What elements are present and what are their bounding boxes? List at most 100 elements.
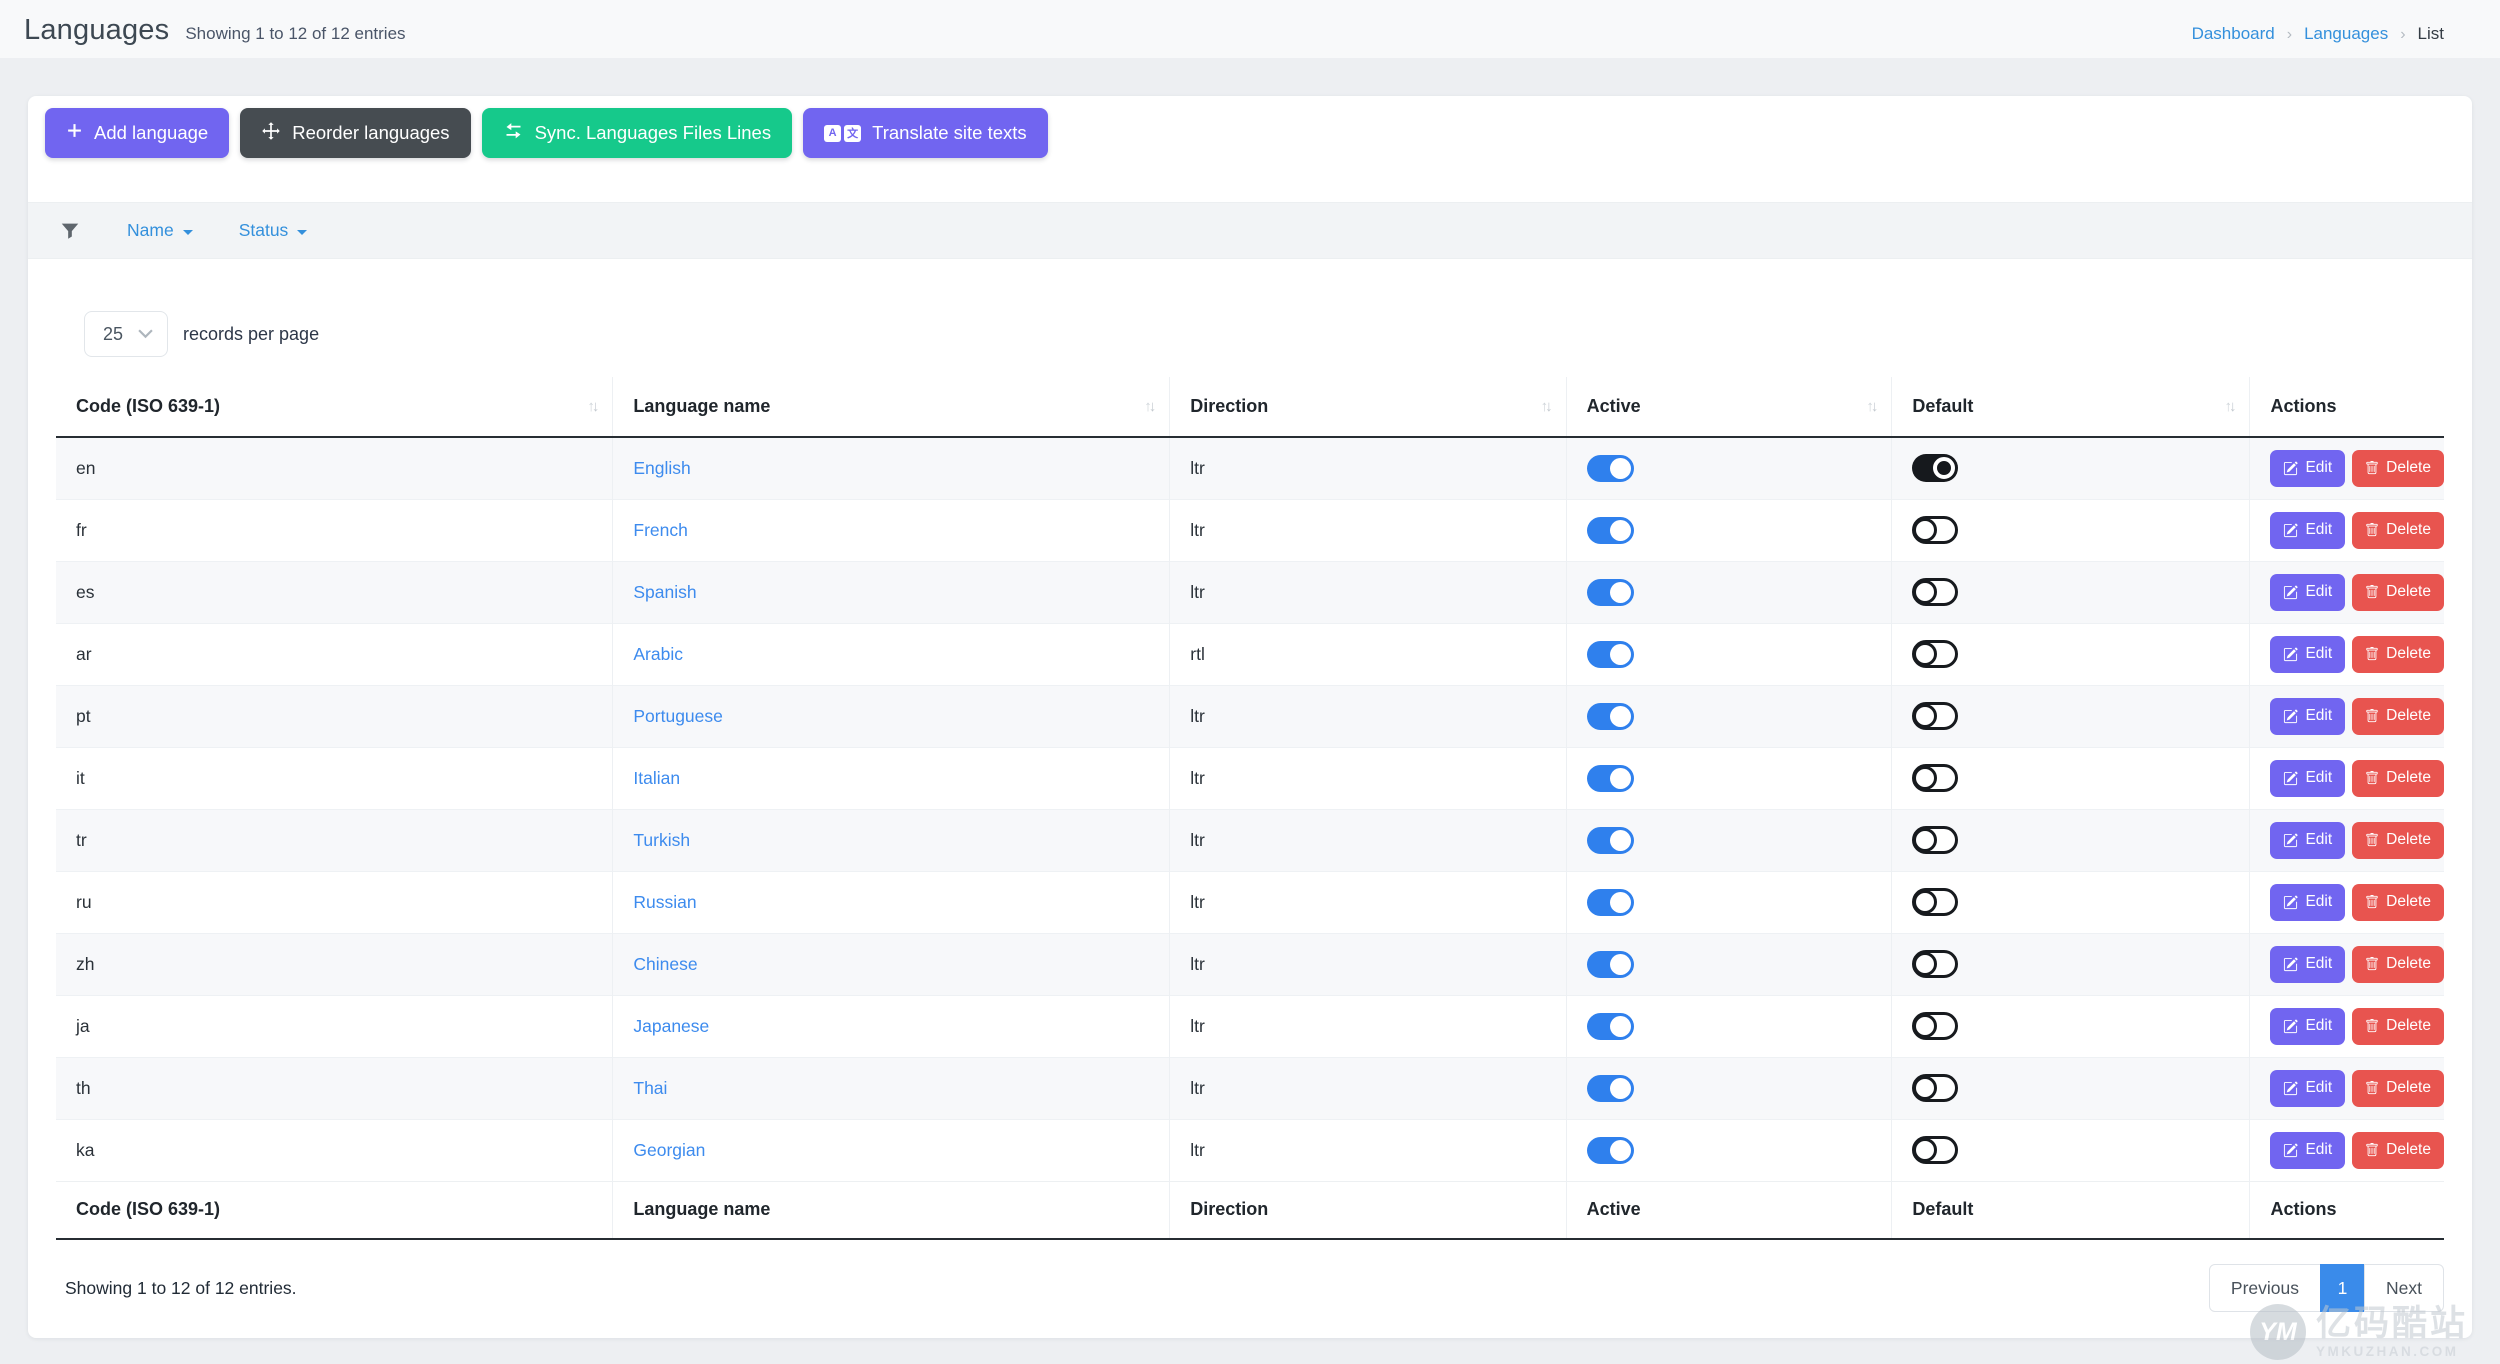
breadcrumb-item-languages[interactable]: Languages	[2304, 24, 2388, 44]
filter-bar: Name Status	[28, 202, 2472, 259]
column-header-direction[interactable]: Direction↑↓	[1170, 377, 1566, 437]
column-label: Code (ISO 639-1)	[76, 396, 220, 417]
edit-button[interactable]: Edit	[2270, 450, 2345, 487]
edit-button[interactable]: Edit	[2270, 512, 2345, 549]
active-toggle[interactable]	[1587, 889, 1634, 916]
edit-button[interactable]: Edit	[2270, 698, 2345, 735]
delete-button[interactable]: Delete	[2352, 760, 2444, 797]
edit-icon	[2283, 833, 2298, 848]
column-header-code[interactable]: Code (ISO 639-1) ↑↓	[56, 377, 613, 437]
pagination-previous-button[interactable]: Previous	[2209, 1264, 2321, 1312]
edit-button[interactable]: Edit	[2270, 1008, 2345, 1045]
language-name-link[interactable]: Italian	[633, 768, 680, 788]
language-name-link[interactable]: Chinese	[633, 954, 697, 974]
column-header-active[interactable]: Active↑↓	[1566, 377, 1892, 437]
language-name-link[interactable]: Spanish	[633, 582, 696, 602]
table-row: ptPortugueseltrEditDelete	[56, 685, 2444, 747]
language-name-link[interactable]: Japanese	[633, 1016, 709, 1036]
sort-icon: ↑↓	[2224, 398, 2233, 415]
delete-button[interactable]: Delete	[2352, 1008, 2444, 1045]
default-toggle[interactable]	[1912, 640, 1958, 668]
active-toggle[interactable]	[1587, 765, 1634, 792]
edit-button[interactable]: Edit	[2270, 946, 2345, 983]
sync-languages-files-lines-button[interactable]: Sync. Languages Files Lines	[482, 108, 793, 158]
default-toggle[interactable]	[1912, 516, 1958, 544]
default-toggle[interactable]	[1912, 826, 1958, 854]
filter-status[interactable]: Status	[239, 220, 308, 241]
language-name-link[interactable]: Thai	[633, 1078, 667, 1098]
delete-button[interactable]: Delete	[2352, 1132, 2444, 1169]
footer-column-header-actions: Actions	[2250, 1181, 2444, 1239]
column-header-name[interactable]: Language name↑↓	[613, 377, 1170, 437]
default-toggle[interactable]	[1912, 1136, 1958, 1164]
delete-button[interactable]: Delete	[2352, 946, 2444, 983]
chevron-down-icon	[183, 230, 193, 235]
cell-code: en	[56, 437, 613, 499]
default-toggle[interactable]	[1912, 950, 1958, 978]
default-toggle[interactable]	[1912, 764, 1958, 792]
delete-button[interactable]: Delete	[2352, 636, 2444, 673]
active-toggle[interactable]	[1587, 703, 1634, 730]
reorder-languages-button[interactable]: Reorder languages	[240, 108, 470, 158]
add-language-button[interactable]: Add language	[45, 108, 229, 158]
edit-button[interactable]: Edit	[2270, 822, 2345, 859]
cell-language-name: Thai	[613, 1057, 1170, 1119]
active-toggle[interactable]	[1587, 641, 1634, 668]
active-toggle[interactable]	[1587, 517, 1634, 544]
language-name-link[interactable]: English	[633, 458, 690, 478]
delete-button[interactable]: Delete	[2352, 450, 2444, 487]
breadcrumb-item-dashboard[interactable]: Dashboard	[2192, 24, 2275, 44]
entries-summary-bottom: Showing 1 to 12 of 12 entries.	[56, 1278, 297, 1299]
sort-icon: ↑↓	[587, 398, 596, 415]
edit-button[interactable]: Edit	[2270, 636, 2345, 673]
delete-button[interactable]: Delete	[2352, 884, 2444, 921]
active-toggle[interactable]	[1587, 827, 1634, 854]
default-toggle[interactable]	[1912, 1012, 1958, 1040]
language-name-link[interactable]: French	[633, 520, 687, 540]
language-name-link[interactable]: Turkish	[633, 830, 690, 850]
default-toggle[interactable]	[1912, 1074, 1958, 1102]
breadcrumb-item-list: List	[2418, 24, 2444, 44]
cell-language-name: Turkish	[613, 809, 1170, 871]
default-toggle[interactable]	[1912, 888, 1958, 916]
language-name-link[interactable]: Russian	[633, 892, 696, 912]
delete-button[interactable]: Delete	[2352, 1070, 2444, 1107]
pagination-page-1[interactable]: 1	[2320, 1264, 2365, 1312]
edit-button[interactable]: Edit	[2270, 760, 2345, 797]
cell-direction: ltr	[1170, 685, 1566, 747]
edit-button[interactable]: Edit	[2270, 884, 2345, 921]
delete-button[interactable]: Delete	[2352, 822, 2444, 859]
cell-language-name: Portuguese	[613, 685, 1170, 747]
active-toggle[interactable]	[1587, 1013, 1634, 1040]
translate-site-texts-button[interactable]: A文 Translate site texts	[803, 108, 1048, 158]
active-toggle[interactable]	[1587, 1075, 1634, 1102]
language-name-link[interactable]: Portuguese	[633, 706, 723, 726]
column-header-default[interactable]: Default↑↓	[1892, 377, 2250, 437]
default-toggle[interactable]	[1912, 578, 1958, 606]
table-row: arArabicrtlEditDelete	[56, 623, 2444, 685]
delete-button[interactable]: Delete	[2352, 698, 2444, 735]
footer-column-header-direction: Direction	[1170, 1181, 1566, 1239]
edit-icon	[2283, 1081, 2298, 1096]
table-header-row: Code (ISO 639-1) ↑↓ Language name↑↓Directi…	[56, 377, 2444, 437]
language-name-link[interactable]: Arabic	[633, 644, 683, 664]
active-toggle[interactable]	[1587, 951, 1634, 978]
sort-icon: ↑↓	[1541, 398, 1550, 415]
active-toggle[interactable]	[1587, 455, 1634, 482]
edit-button[interactable]: Edit	[2270, 1132, 2345, 1169]
records-per-page-row: 25 records per page	[84, 311, 2472, 357]
records-per-page-select[interactable]: 25	[84, 311, 168, 357]
delete-button[interactable]: Delete	[2352, 574, 2444, 611]
active-toggle[interactable]	[1587, 1137, 1634, 1164]
filter-name[interactable]: Name	[127, 220, 193, 241]
delete-button[interactable]: Delete	[2352, 512, 2444, 549]
trash-icon	[2365, 585, 2379, 599]
default-toggle[interactable]	[1912, 454, 1958, 482]
cell-actions: EditDelete	[2250, 995, 2444, 1057]
active-toggle[interactable]	[1587, 579, 1634, 606]
edit-button[interactable]: Edit	[2270, 574, 2345, 611]
pagination-next-button[interactable]: Next	[2364, 1264, 2444, 1312]
default-toggle[interactable]	[1912, 702, 1958, 730]
edit-button[interactable]: Edit	[2270, 1070, 2345, 1107]
language-name-link[interactable]: Georgian	[633, 1140, 705, 1160]
